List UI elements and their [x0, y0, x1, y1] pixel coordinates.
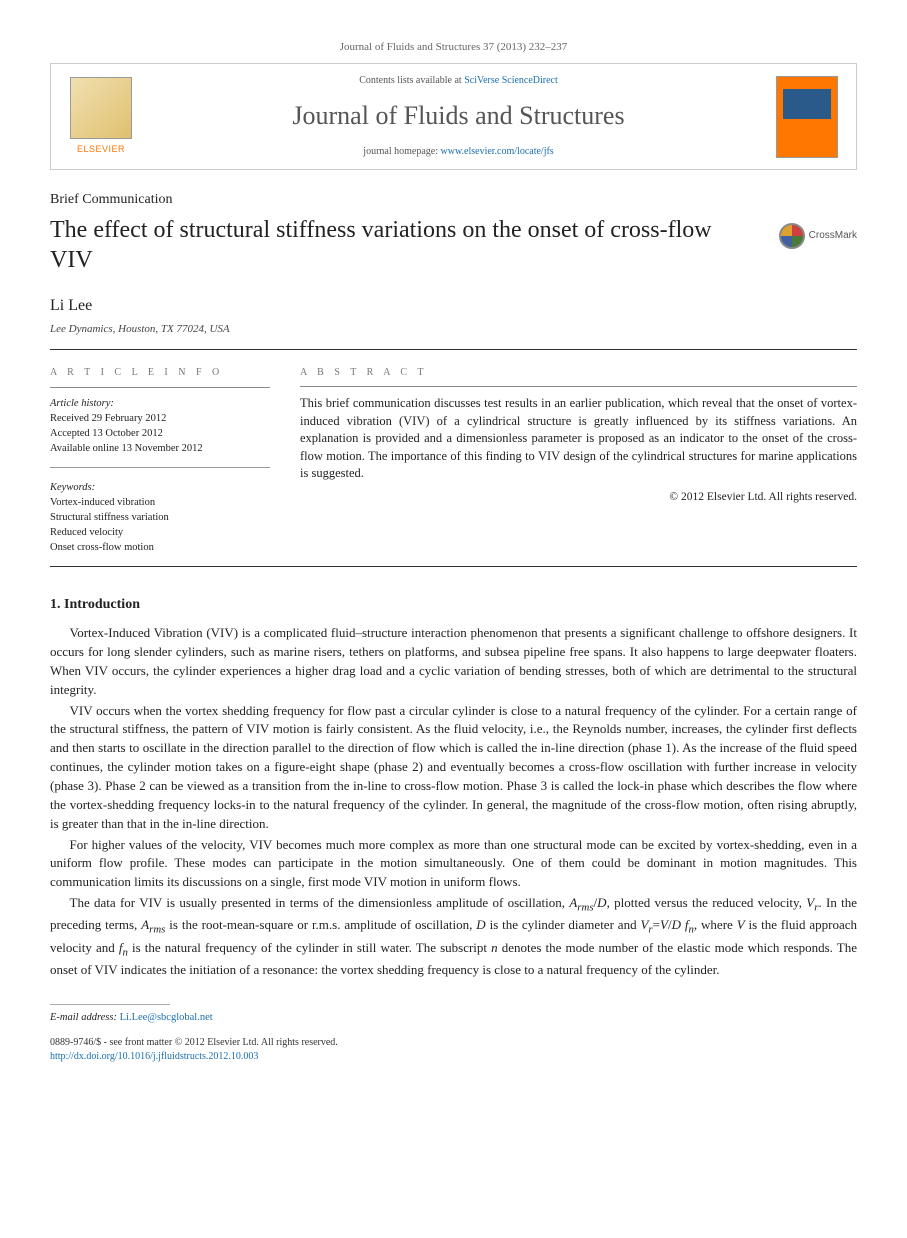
homepage-line: journal homepage: www.elsevier.com/locat… [161, 145, 756, 159]
homepage-prefix: journal homepage: [363, 146, 440, 157]
article-history-block: Article history: Received 29 February 20… [50, 396, 270, 468]
keyword-item: Vortex-induced vibration [50, 495, 270, 510]
paper-title: The effect of structural stiffness varia… [50, 215, 759, 275]
keyword-item: Structural stiffness variation [50, 510, 270, 525]
body-paragraph: For higher values of the velocity, VIV b… [50, 836, 857, 893]
history-accepted: Accepted 13 October 2012 [50, 426, 270, 441]
abstract-heading: A B S T R A C T [300, 366, 857, 387]
footer-divider [50, 1004, 170, 1005]
body-paragraph: VIV occurs when the vortex shedding freq… [50, 702, 857, 834]
keyword-item: Reduced velocity [50, 525, 270, 540]
contents-prefix: Contents lists available at [359, 75, 464, 86]
journal-header: ELSEVIER Contents lists available at Sci… [50, 63, 857, 169]
contents-line: Contents lists available at SciVerse Sci… [161, 74, 756, 88]
abstract-copyright: © 2012 Elsevier Ltd. All rights reserved… [300, 489, 857, 505]
doi-link[interactable]: http://dx.doi.org/10.1016/j.jfluidstruct… [50, 1051, 258, 1062]
keyword-item: Onset cross-flow motion [50, 540, 270, 555]
crossmark-label: CrossMark [809, 229, 857, 243]
document-type: Brief Communication [50, 190, 857, 210]
crossmark-badge[interactable]: CrossMark [779, 223, 857, 249]
journal-cover-image [776, 76, 838, 158]
email-line: E-mail address: Li.Lee@sbcglobal.net [50, 1011, 857, 1026]
keywords-label: Keywords: [50, 480, 270, 495]
history-online: Available online 13 November 2012 [50, 441, 270, 456]
history-label: Article history: [50, 396, 270, 411]
elsevier-logo: ELSEVIER [51, 64, 151, 168]
crossmark-icon [779, 223, 805, 249]
email-label: E-mail address: [50, 1012, 117, 1023]
abstract-text: This brief communication discusses test … [300, 395, 857, 483]
footer-meta: 0889-9746/$ - see front matter © 2012 El… [50, 1036, 857, 1064]
issn-line: 0889-9746/$ - see front matter © 2012 El… [50, 1036, 857, 1050]
keywords-block: Keywords: Vortex-induced vibration Struc… [50, 480, 270, 556]
abstract-column: A B S T R A C T This brief communication… [300, 366, 857, 555]
article-info-column: A R T I C L E I N F O Article history: R… [50, 366, 270, 555]
body-paragraph: Vortex-Induced Vibration (VIV) is a comp… [50, 624, 857, 699]
history-received: Received 29 February 2012 [50, 411, 270, 426]
body-paragraph: The data for VIV is usually presented in… [50, 894, 857, 980]
article-info-heading: A R T I C L E I N F O [50, 366, 270, 388]
section-heading-introduction: 1. Introduction [50, 595, 857, 615]
divider [50, 566, 857, 567]
header-center: Contents lists available at SciVerse Sci… [151, 64, 766, 168]
journal-name: Journal of Fluids and Structures [161, 98, 756, 134]
journal-cover [766, 64, 856, 168]
elsevier-tree-icon [70, 77, 132, 139]
sciencedirect-link[interactable]: SciVerse ScienceDirect [464, 75, 558, 86]
author-email-link[interactable]: Li.Lee@sbcglobal.net [120, 1012, 213, 1023]
author-affiliation: Lee Dynamics, Houston, TX 77024, USA [50, 322, 857, 337]
homepage-link[interactable]: www.elsevier.com/locate/jfs [441, 146, 554, 157]
elsevier-label: ELSEVIER [77, 143, 125, 156]
author-name: Li Lee [50, 295, 857, 317]
meta-abstract-row: A R T I C L E I N F O Article history: R… [50, 366, 857, 555]
journal-reference: Journal of Fluids and Structures 37 (201… [50, 40, 857, 55]
divider [50, 349, 857, 350]
